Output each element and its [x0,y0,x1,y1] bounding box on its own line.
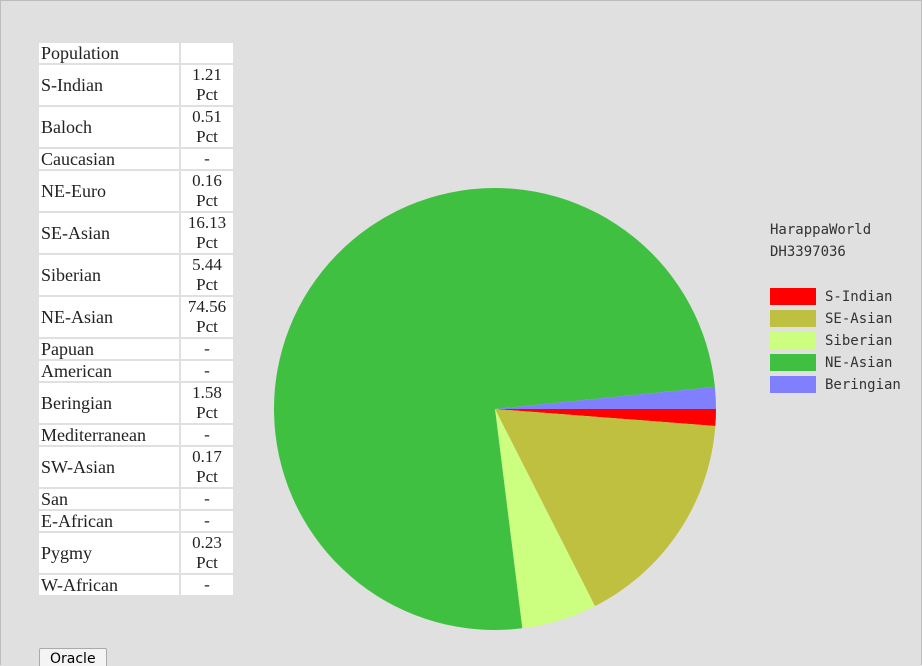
population-name: Baloch [39,107,179,147]
population-value: 0.17 Pct [181,447,233,487]
legend-swatch [770,354,816,371]
table-row: NE-Asian 74.56 Pct [39,297,233,337]
population-value: 0.16 Pct [181,171,233,211]
population-name: W-African [39,575,179,595]
population-value: 1.58 Pct [181,383,233,423]
header-row: Population [39,43,233,63]
population-name: NE-Euro [39,171,179,211]
population-name: Beringian [39,383,179,423]
pie-slice [495,409,595,629]
legend-swatch [770,332,816,349]
table-row: Papuan - [39,339,233,359]
population-name: S-Indian [39,65,179,105]
population-name: Siberian [39,255,179,295]
population-value: 0.51 Pct [181,107,233,147]
population-value: - [181,489,233,509]
table-row: Baloch 0.51 Pct [39,107,233,147]
population-value: 74.56 Pct [181,297,233,337]
legend-label: NE-Asian [825,355,892,371]
population-value: - [181,425,233,445]
pie-slice [495,409,716,607]
population-name: Pygmy [39,533,179,573]
legend-swatch [770,310,816,327]
population-value: 16.13 Pct [181,213,233,253]
legend-swatch [770,288,816,305]
table-row: SW-Asian 0.17 Pct [39,447,233,487]
population-name: NE-Asian [39,297,179,337]
population-name: American [39,361,179,381]
population-value: 0.23 Pct [181,533,233,573]
table-row: Beringian 1.58 Pct [39,383,233,423]
table-row: W-African - [39,575,233,595]
table-row: Pygmy 0.23 Pct [39,533,233,573]
header-cell: Population [39,43,179,63]
population-table: Population S-Indian 1.21 Pct Baloch 0.51 Pc… [37,41,235,597]
table-body: Population S-Indian 1.21 Pct Baloch 0.51 Pc… [39,43,233,595]
chart: HarappaWorld DH3397036 S-Indian SE-Asian S… [273,188,901,631]
population-value: - [181,361,233,381]
population-value: - [181,575,233,595]
table-row: S-Indian 1.21 Pct [39,65,233,105]
population-value: - [181,339,233,359]
legend-label: Beringian [825,377,901,393]
legend-swatch [770,376,816,393]
legend-label: SE-Asian [825,311,892,327]
population-value: - [181,511,233,531]
pie-slice [273,188,715,631]
population-value: 1.21 Pct [181,65,233,105]
table-row: NE-Euro 0.16 Pct [39,171,233,211]
chart-title: HarappaWorld [770,222,871,238]
population-value: 5.44 Pct [181,255,233,295]
legend-label: Siberian [825,333,892,349]
table-row: San - [39,489,233,509]
population-name: Caucasian [39,149,179,169]
population-name: Mediterranean [39,425,179,445]
oracle-button[interactable]: Oracle [39,648,107,666]
header-cell [181,43,233,63]
population-name: San [39,489,179,509]
legend-label: S-Indian [825,289,892,305]
population-name: Papuan [39,339,179,359]
table-row: E-African - [39,511,233,531]
chart-subtitle: DH3397036 [770,244,846,260]
population-name: SW-Asian [39,447,179,487]
table-row: Mediterranean - [39,425,233,445]
table-row: American - [39,361,233,381]
table-row: Siberian 5.44 Pct [39,255,233,295]
pie-slice [495,386,716,409]
population-value: - [181,149,233,169]
table-row: SE-Asian 16.13 Pct [39,213,233,253]
population-name: E-African [39,511,179,531]
pie-slice [495,409,716,426]
population-name: SE-Asian [39,213,179,253]
table-row: Caucasian - [39,149,233,169]
